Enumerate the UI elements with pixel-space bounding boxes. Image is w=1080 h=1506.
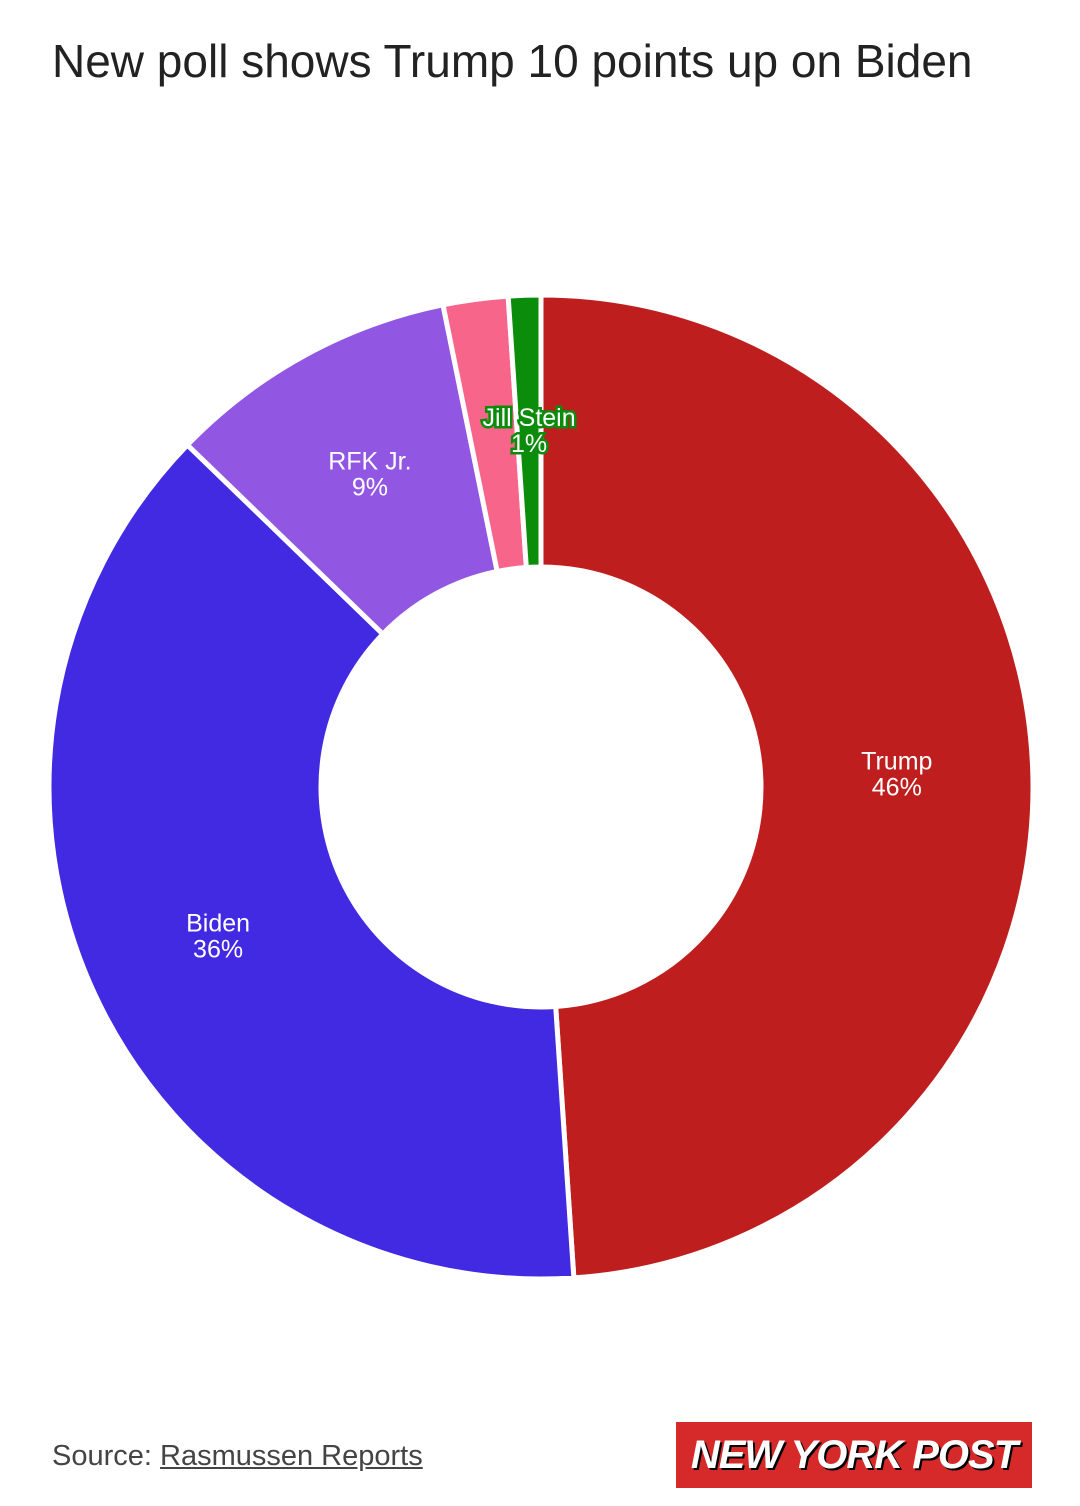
value-label: 36% [193, 935, 243, 963]
logo: NEW YORK POST [676, 1422, 1032, 1488]
source-link[interactable]: Rasmussen Reports [160, 1440, 423, 1472]
slice-label: RFK Jr. [328, 447, 411, 475]
source-label: Source: [52, 1440, 152, 1472]
value-label: 46% [872, 774, 922, 802]
value-label: 1% [511, 430, 547, 458]
slice-label: Biden [186, 909, 250, 937]
slice [46, 442, 577, 1282]
value-label: 9% [352, 473, 388, 501]
slice-label: Trump [861, 748, 932, 776]
chart-title: New poll shows Trump 10 points up on Bid… [52, 35, 973, 87]
slice-label: Jill Stein [483, 404, 576, 432]
source: Source: Rasmussen Reports [52, 1440, 423, 1473]
slice [505, 292, 544, 570]
slice [538, 292, 1036, 1281]
slice [184, 302, 500, 637]
